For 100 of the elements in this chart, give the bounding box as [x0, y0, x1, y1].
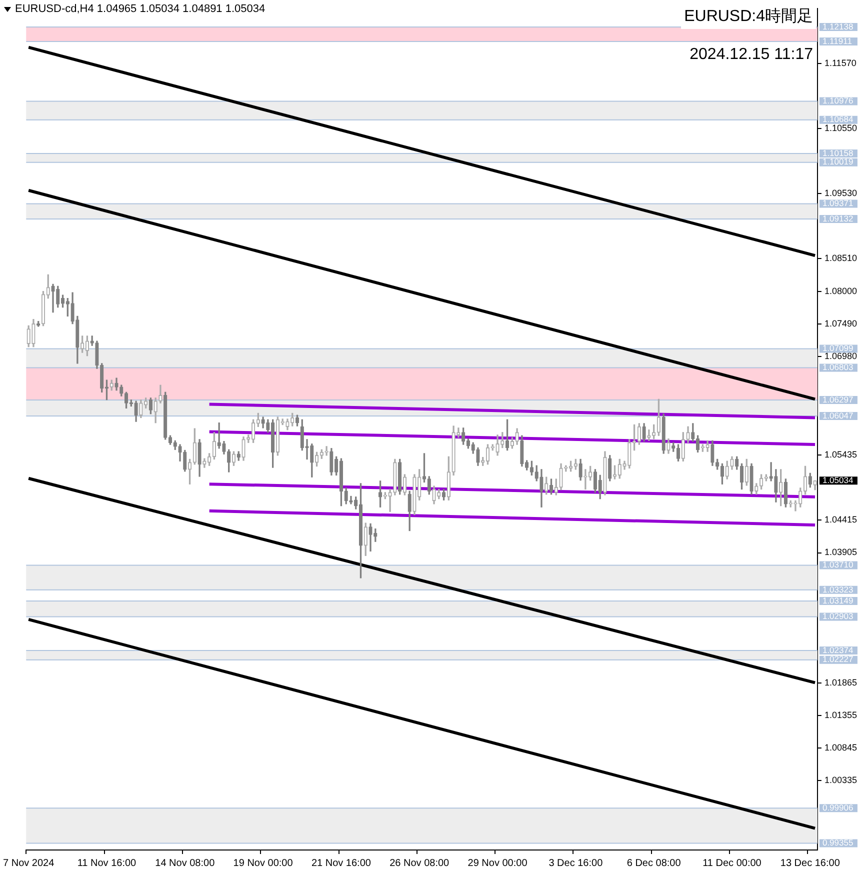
- x-tick-label: 13 Dec 16:00: [780, 858, 840, 869]
- x-tick-label: 3 Dec 16:00: [548, 858, 604, 869]
- candlestick: [750, 463, 754, 495]
- ref-line-label: 1.10019: [822, 156, 854, 167]
- candlestick: [198, 439, 202, 477]
- x-tick-label: 19 Nov 00:00: [233, 858, 294, 869]
- candlestick: [578, 458, 582, 481]
- candlestick: [612, 465, 617, 480]
- candlestick: [432, 486, 436, 504]
- candlestick: [120, 384, 124, 396]
- ref-line-label: 1.10684: [822, 114, 854, 124]
- ref-line-label: 1.03149: [822, 595, 854, 606]
- y-tick-label: 1.01355: [824, 710, 858, 720]
- candlestick: [154, 398, 158, 424]
- ref-line-label: 1.12138: [822, 21, 854, 32]
- candlestick: [544, 476, 548, 495]
- candlestick: [358, 483, 363, 578]
- candlestick: [769, 462, 773, 482]
- candlestick: [740, 463, 744, 490]
- y-tick-label: 1.06980: [824, 350, 858, 361]
- ref-line-label: 1.11911: [822, 36, 852, 46]
- ref-line-label: 1.09371: [822, 198, 854, 208]
- candlestick: [349, 496, 353, 504]
- candlestick: [696, 435, 700, 453]
- candlestick: [593, 469, 598, 493]
- text: 1.05034: [822, 475, 854, 486]
- y-tick-label: 1.04415: [824, 514, 858, 525]
- y-tick-label: 1.08510: [824, 253, 858, 264]
- candlestick: [412, 474, 416, 516]
- candlestick: [188, 458, 192, 484]
- text: 2024.12.15 11:17: [686, 44, 816, 66]
- ref-line-label: 1.07099: [822, 343, 854, 354]
- candlestick: [549, 478, 554, 495]
- candlestick: [114, 378, 118, 391]
- ref-line-label: 1.02227: [822, 654, 854, 664]
- ref-line-label: 1.02903: [822, 611, 854, 622]
- ref-line-label: 1.10976: [822, 96, 854, 106]
- candlestick: [808, 472, 812, 488]
- candlestick: [710, 440, 714, 466]
- y-tick-label: 1.01865: [824, 678, 858, 688]
- candlestick: [642, 423, 646, 442]
- ref-line-label: 1.06047: [822, 410, 854, 420]
- candlestick: [456, 428, 460, 438]
- candlestick: [446, 456, 450, 500]
- candlestick: [134, 400, 138, 422]
- ref-line-label: 1.03323: [822, 584, 854, 594]
- candlestick: [656, 398, 661, 436]
- candlestick: [227, 449, 231, 472]
- candlestick: [681, 432, 685, 462]
- candlestick: [603, 451, 607, 496]
- candlestick: [652, 424, 656, 440]
- annotation: EURUSD-cd,H4 1.04965 1.05034 1.04891 1.05034: [15, 3, 266, 15]
- candlestick: [222, 441, 226, 454]
- x-tick-label: 29 Nov 00:00: [468, 858, 528, 869]
- candlestick: [124, 392, 128, 408]
- candlestick: [496, 434, 500, 456]
- candlestick: [452, 426, 456, 476]
- y-tick-label: 1.10550: [824, 122, 858, 133]
- ref-line-label: 1.06297: [822, 394, 854, 404]
- y-tick-label: 1.11570: [824, 58, 856, 68]
- candlestick: [774, 469, 778, 502]
- y-tick-label: 1.05435: [824, 450, 858, 460]
- candlestick: [730, 456, 734, 470]
- candlestick: [164, 392, 168, 440]
- candlestick: [476, 447, 480, 466]
- x-tick-label: 26 Nov 08:00: [390, 858, 450, 869]
- ref-line-label: 1.03710: [822, 560, 854, 570]
- y-tick-label: 1.07490: [824, 318, 858, 328]
- candlestick: [276, 416, 280, 456]
- candlestick: [270, 419, 275, 468]
- candlestick: [725, 460, 729, 480]
- candlestick: [676, 444, 680, 462]
- candlestick: [95, 340, 99, 369]
- ref-line-label: 0.99355: [822, 838, 854, 848]
- candlestick: [427, 476, 431, 495]
- candlestick: [286, 418, 290, 430]
- candlestick: [754, 483, 758, 495]
- candlestick: [305, 439, 309, 460]
- chart-title: EURUSD:4時間足: [681, 4, 816, 29]
- x-tick-label: 21 Nov 16:00: [311, 858, 372, 869]
- candlestick: [813, 480, 817, 490]
- candlestick: [324, 446, 328, 456]
- candlestick: [647, 430, 651, 442]
- candlestick: [36, 320, 40, 327]
- y-tick-label: 1.03905: [824, 547, 858, 558]
- y-tick-label: 1.00845: [824, 742, 858, 753]
- candlestick: [744, 458, 748, 486]
- y-tick-label: 1.00335: [824, 775, 858, 786]
- candlestick: [422, 453, 426, 483]
- candlestick: [242, 436, 246, 461]
- candlestick: [486, 444, 490, 465]
- candlestick: [559, 463, 563, 490]
- ref-line-label: 1.09132: [822, 213, 854, 224]
- candlestick: [666, 438, 670, 454]
- candlestick: [368, 523, 372, 552]
- x-tick-label: 11 Dec 00:00: [702, 858, 762, 869]
- candlestick: [26, 325, 30, 348]
- candlestick: [388, 488, 392, 512]
- candlestick: [41, 290, 46, 326]
- candlestick: [70, 292, 74, 324]
